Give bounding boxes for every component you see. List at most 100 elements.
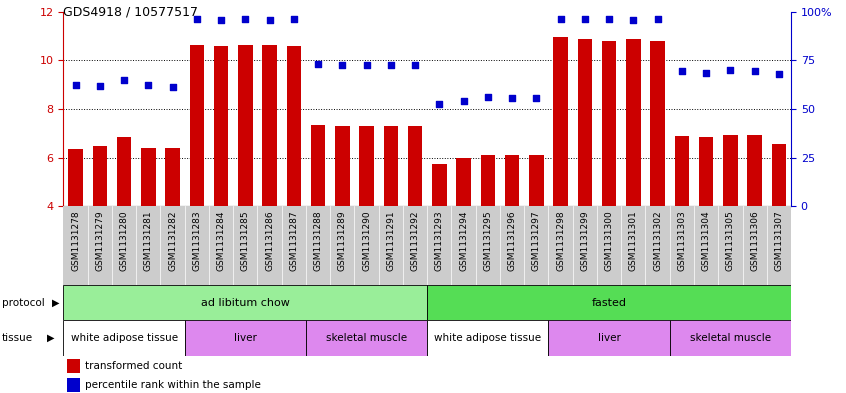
Text: white adipose tissue: white adipose tissue [70,333,178,343]
Point [675,68,689,75]
Bar [651,41,665,206]
Bar [481,155,495,206]
Point [627,17,640,24]
Bar [670,320,791,356]
Bar [238,45,253,206]
Point [748,68,761,75]
Text: GSM1131280: GSM1131280 [119,210,129,271]
Bar [548,320,670,356]
Point [409,62,422,68]
Text: GSM1131296: GSM1131296 [508,210,517,271]
Text: tissue: tissue [2,333,33,343]
Text: GSM1131307: GSM1131307 [774,210,783,271]
Point [602,16,616,22]
Text: liver: liver [233,333,257,343]
Bar [335,126,349,206]
Text: GSM1131303: GSM1131303 [678,210,686,271]
Point [360,62,373,68]
Point [118,77,131,83]
Point [263,17,277,24]
Text: transformed count: transformed count [85,361,183,371]
Text: GSM1131305: GSM1131305 [726,210,735,271]
Text: protocol: protocol [2,298,45,308]
Bar [63,320,184,356]
Bar [360,126,374,206]
Point [554,16,568,22]
Text: GSM1131284: GSM1131284 [217,210,226,271]
Bar [723,134,738,206]
Text: GSM1131300: GSM1131300 [605,210,613,271]
Text: skeletal muscle: skeletal muscle [326,333,407,343]
Text: GSM1131286: GSM1131286 [265,210,274,271]
Bar [306,320,427,356]
Bar [287,46,301,206]
Point [287,16,300,22]
Bar [69,149,83,206]
Bar [427,285,791,320]
Point [432,101,446,107]
Point [578,16,591,22]
Bar [456,158,471,206]
Text: GSM1131288: GSM1131288 [314,210,322,271]
Bar [427,320,548,356]
Text: GSM1131293: GSM1131293 [435,210,444,271]
Point [239,16,252,22]
Text: GSM1131290: GSM1131290 [362,210,371,271]
Bar [67,378,80,391]
Text: liver: liver [597,333,621,343]
Bar [432,164,447,206]
Text: GDS4918 / 10577517: GDS4918 / 10577517 [63,6,199,19]
Bar [505,155,519,206]
Bar [674,136,689,206]
Text: GSM1131282: GSM1131282 [168,210,177,271]
Text: ad libitum chow: ad libitum chow [201,298,290,308]
Text: skeletal muscle: skeletal muscle [689,333,771,343]
Bar [117,137,131,206]
Bar [92,145,107,206]
Bar [67,359,80,373]
Point [384,62,398,68]
Text: GSM1131287: GSM1131287 [289,210,299,271]
Text: GSM1131289: GSM1131289 [338,210,347,271]
Bar [262,45,277,206]
Text: GSM1131304: GSM1131304 [701,210,711,271]
Text: GSM1131294: GSM1131294 [459,210,468,271]
Text: GSM1131306: GSM1131306 [750,210,759,271]
Bar [383,126,398,206]
Bar [165,148,180,206]
Point [166,84,179,90]
Point [336,62,349,68]
Point [214,17,228,24]
Bar [578,39,592,206]
Bar [141,148,156,206]
Point [772,71,786,77]
Bar [699,137,713,206]
Bar [408,126,422,206]
Point [723,67,737,73]
Point [93,83,107,89]
Bar [553,37,568,206]
Text: GSM1131278: GSM1131278 [71,210,80,271]
Text: GSM1131292: GSM1131292 [410,210,420,271]
Point [190,16,204,22]
Text: ▶: ▶ [47,333,54,343]
Bar [214,46,228,206]
Point [481,94,495,100]
Bar [190,45,204,206]
Bar [63,285,427,320]
Text: GSM1131299: GSM1131299 [580,210,590,271]
Text: GSM1131285: GSM1131285 [241,210,250,271]
Point [700,70,713,76]
Point [457,97,470,104]
Point [69,82,82,88]
Text: percentile rank within the sample: percentile rank within the sample [85,380,261,390]
Bar [626,39,640,206]
Text: GSM1131283: GSM1131283 [192,210,201,271]
Bar [772,144,786,206]
Text: fasted: fasted [591,298,627,308]
Text: GSM1131279: GSM1131279 [96,210,104,271]
Text: GSM1131297: GSM1131297 [532,210,541,271]
Bar [529,155,544,206]
Text: GSM1131295: GSM1131295 [483,210,492,271]
Point [651,16,664,22]
